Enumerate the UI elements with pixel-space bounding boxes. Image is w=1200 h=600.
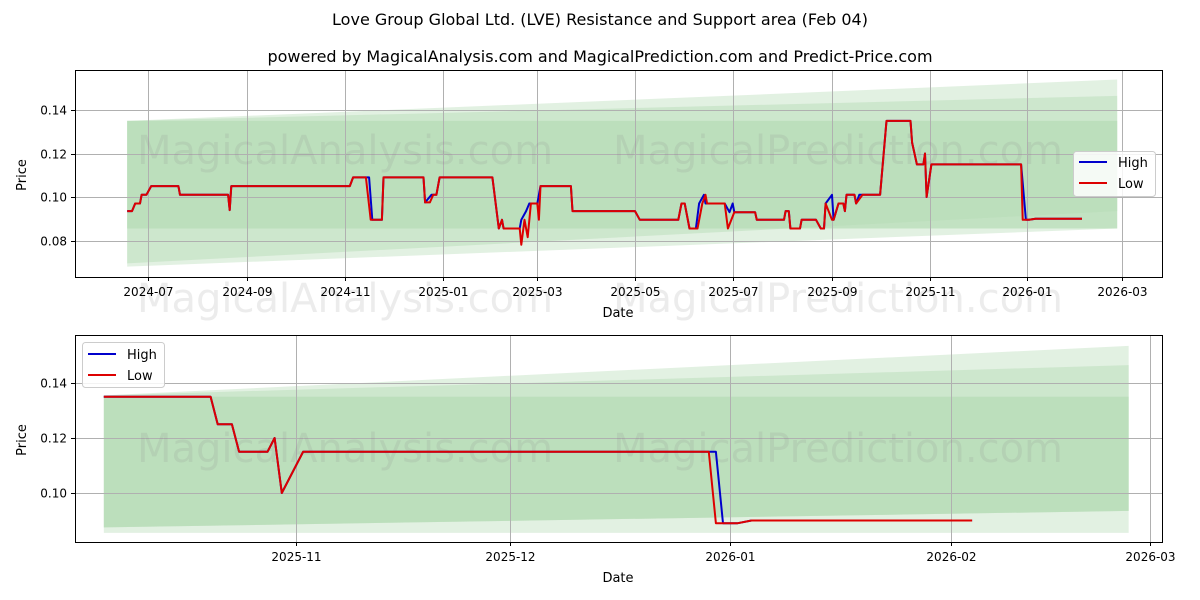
bottom-legend: High Low [82,342,165,388]
x-tick-label: 2026-03 [1125,550,1175,564]
chart-subtitle: powered by MagicalAnalysis.com and Magic… [267,47,933,66]
bottom-chart: MagicalAnalysis.com MagicalPrediction.com… [15,335,1176,586]
x-tick-label: 2025-03 [512,285,562,299]
y-tick-label: 0.12 [40,432,67,446]
bottom-price-lines [103,395,973,525]
bottom-x-axis-label: Date [602,571,633,586]
band-inner [127,120,1118,229]
bottom-watermarks: MagicalAnalysis.com MagicalPrediction.com [137,426,1063,472]
legend-high-label: High [1118,156,1148,171]
top-x-axis-label: Date [602,306,633,321]
bottom-support-resistance-bands [103,345,1129,533]
bottom-y-axis-label: Price [15,424,30,456]
watermark: MagicalAnalysis.com [137,128,553,174]
bottom-grid [75,335,1162,542]
x-tick-label: 2026-03 [1097,285,1147,299]
legend-low-label: Low [1118,177,1144,192]
x-tick-label: 2024-11 [320,285,370,299]
y-tick-label: 0.08 [40,235,67,249]
bottom-plot-frame [75,335,1163,543]
top-y-axis-label: Price [15,159,30,191]
watermark: MagicalPrediction.com [613,128,1063,174]
x-tick-label: 2025-01 [418,285,468,299]
watermark: MagicalAnalysis.com [137,426,553,472]
top-grid [75,70,1162,277]
x-tick-label: 2025-11 [271,550,321,564]
y-tick-label: 0.14 [40,104,67,118]
x-tick-label: 2025-12 [485,550,535,564]
top-y-axis: 0.08 0.10 0.12 0.14 [40,104,75,249]
watermark: MagicalAnalysis.com [137,276,553,322]
band-inner [103,396,1129,528]
watermark: MagicalPrediction.com [613,426,1063,472]
x-tick-label: 2025-09 [807,285,857,299]
y-tick-label: 0.14 [40,377,67,391]
x-tick-label: 2026-02 [926,550,976,564]
low-price-line [103,395,973,525]
top-chart: MagicalAnalysis.com MagicalPrediction.com… [15,70,1163,322]
top-x-axis: 2024-07 2024-09 2024-11 2025-01 2025-03 2025-… [123,277,1148,299]
x-tick-label: 2024-09 [222,285,272,299]
top-price-lines [127,119,1082,246]
top-watermarks: MagicalAnalysis.com MagicalPrediction.com… [137,128,1063,322]
x-tick-label: 2025-11 [905,285,955,299]
chart-title: Love Group Global Ltd. (LVE) Resistance … [332,10,868,29]
x-tick-label: 2026-01 [705,550,755,564]
y-tick-label: 0.10 [40,191,67,205]
x-tick-label: 2025-07 [708,285,758,299]
top-legend: High Low [1073,151,1156,197]
x-tick-label: 2026-01 [1002,285,1052,299]
legend-high-label: High [127,348,157,363]
bottom-x-axis: 2025-11 2025-12 2026-01 2026-02 2026-03 [271,542,1176,564]
legend-low-label: Low [127,369,153,384]
bottom-y-axis: 0.10 0.12 0.14 [40,377,75,501]
watermark: MagicalPrediction.com [613,276,1063,322]
y-tick-label: 0.10 [40,487,67,501]
top-plot-frame [75,70,1163,278]
x-tick-label: 2024-07 [123,285,173,299]
y-tick-label: 0.12 [40,148,67,162]
low-price-line [127,119,1082,246]
x-tick-label: 2025-05 [610,285,660,299]
